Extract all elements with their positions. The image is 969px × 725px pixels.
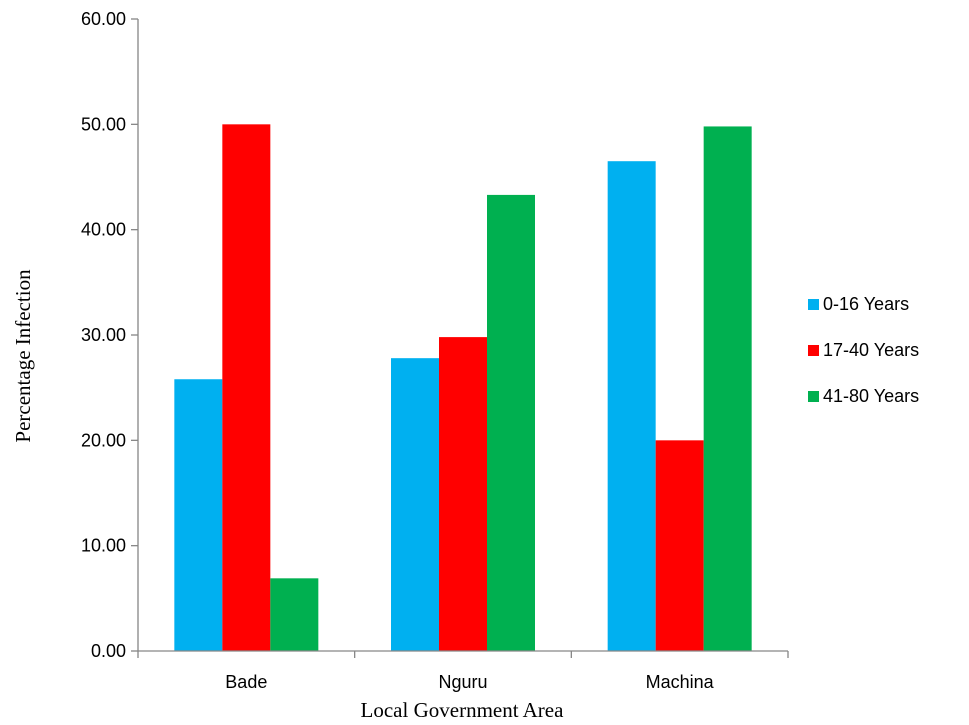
bar-2-nguru	[439, 337, 487, 651]
y-tick-label: 10.00	[81, 536, 126, 556]
legend-label: 0-16 Years	[823, 294, 909, 314]
bar-3-bade	[270, 578, 319, 651]
bar-1-bade	[174, 379, 223, 651]
y-tick-label: 0.00	[91, 641, 126, 661]
x-category-label: Bade	[225, 672, 267, 692]
legend-label: 17-40 Years	[823, 340, 919, 360]
y-tick-label: 40.00	[81, 220, 126, 240]
bar-3-machina	[703, 126, 752, 651]
y-axis: 0.00 10.00 20.00 30.00 40.00 50.00 60.00	[81, 9, 139, 661]
bar-1-nguru	[391, 358, 439, 651]
y-tick-label: 20.00	[81, 430, 126, 450]
y-axis-title: Percentage Infection	[11, 269, 35, 443]
bar-2-machina	[655, 440, 704, 651]
bar-3-nguru	[487, 194, 535, 651]
y-tick-label: 50.00	[81, 114, 126, 134]
y-tick-label: 60.00	[81, 9, 126, 29]
bars-group	[174, 124, 752, 652]
x-axis: Bade Nguru Machina	[137, 650, 789, 692]
x-axis-title: Local Government Area	[361, 698, 565, 722]
legend: 0-16 Years 17-40 Years 41-80 Years	[808, 294, 919, 406]
legend-swatch	[808, 391, 819, 402]
bar-1-machina	[607, 161, 656, 651]
x-category-label: Nguru	[438, 672, 487, 692]
legend-label: 41-80 Years	[823, 386, 919, 406]
legend-swatch	[808, 299, 819, 310]
y-tick-label: 30.00	[81, 325, 126, 345]
legend-swatch	[808, 345, 819, 356]
bar-2-bade	[222, 124, 271, 652]
x-category-label: Machina	[646, 672, 715, 692]
